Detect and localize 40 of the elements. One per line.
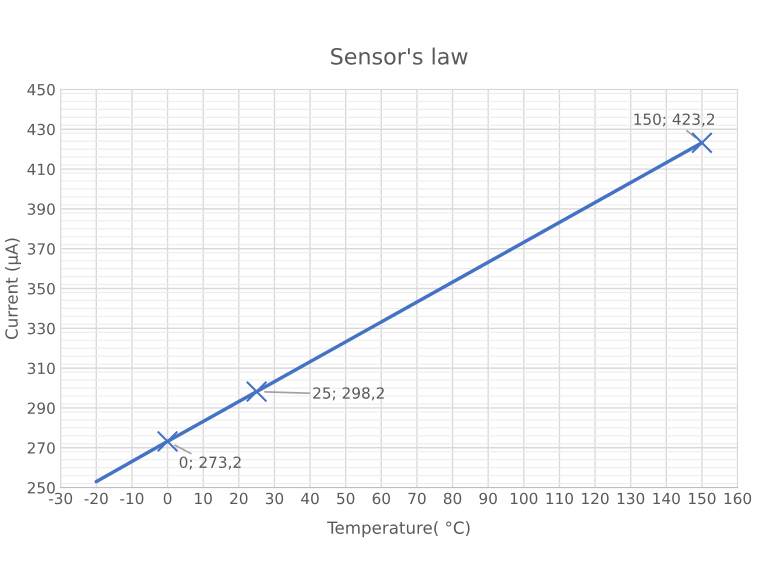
x-tick-label: 160 (724, 492, 752, 504)
chart-title: Sensor's law (331, 48, 468, 65)
y-tick-label: 250 (28, 482, 55, 494)
x-tick-label: 150 (689, 492, 716, 504)
x-tick-label: 10 (195, 492, 212, 504)
y-tick-label: 430 (27, 124, 55, 136)
point (156, 430, 178, 452)
y-tick-label: 270 (28, 442, 55, 454)
x-tick-label: 140 (653, 492, 680, 504)
x-tick-label: 80 (444, 492, 462, 504)
x-tick-label: 120 (582, 492, 609, 504)
x-tick-label: 60 (372, 492, 390, 504)
y-tick-label: 310 (28, 362, 55, 374)
y-tick-label: 410 (27, 164, 55, 176)
y-tick-label: 450 (27, 84, 55, 96)
x-tick-label: 130 (618, 492, 644, 504)
data-label: 25; 298,2 (313, 387, 384, 400)
y-tick-label: 390 (28, 203, 55, 215)
x-axis-title: Temperature( °C) (327, 521, 470, 538)
point (691, 132, 713, 154)
y-tick-label: 330 (28, 322, 55, 334)
x-tick-label: 90 (479, 492, 497, 504)
data-label: 150; 423,2 (634, 113, 714, 127)
x-tick-label: 70 (408, 492, 426, 504)
x-tick-label: -30 (48, 492, 72, 504)
point (246, 380, 268, 402)
x-tick-label: -20 (84, 492, 108, 504)
x-tick-label: -10 (120, 492, 144, 504)
x-tick-label: 100 (510, 492, 538, 504)
x-tick-label: 0 (164, 492, 172, 504)
data-label: 0; 273,2 (180, 456, 241, 470)
y-tick-label: 370 (28, 243, 55, 255)
y-axis-title: Current (µA) (4, 238, 22, 340)
x-tick-label: 20 (230, 492, 248, 504)
x-tick-label: 50 (337, 492, 354, 504)
x-tick-label: 30 (266, 492, 284, 504)
x-tick-label: 110 (546, 492, 573, 504)
y-tick-label: 350 (28, 282, 55, 295)
y-tick-label: 290 (28, 402, 55, 414)
x-tick-label: 40 (301, 492, 319, 504)
